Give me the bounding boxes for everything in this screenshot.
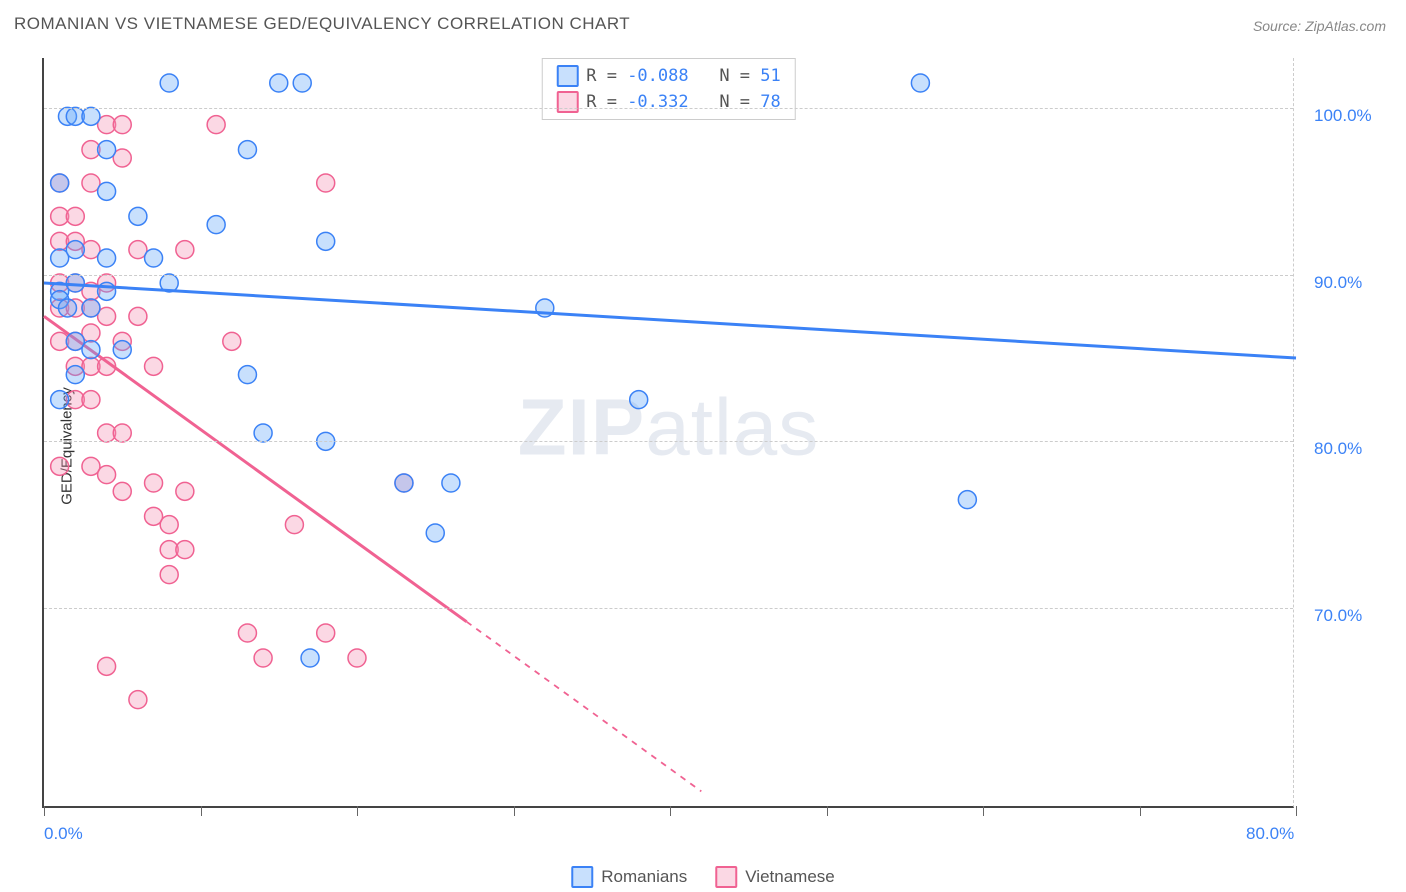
data-point-vietnamese — [176, 482, 194, 500]
data-point-vietnamese — [176, 241, 194, 259]
y-tick-label: 70.0% — [1314, 606, 1362, 626]
data-point-romanians — [270, 74, 288, 92]
data-point-vietnamese — [348, 649, 366, 667]
plot-area: ZIPatlas R = -0.088 N = 51R = -0.332 N =… — [42, 58, 1294, 808]
x-tick-label: 80.0% — [1246, 824, 1294, 844]
data-point-romanians — [293, 74, 311, 92]
x-tick-label: 0.0% — [44, 824, 83, 844]
gridline — [44, 108, 1293, 109]
data-point-romanians — [98, 249, 116, 267]
chart-container: ROMANIAN VS VIETNAMESE GED/EQUIVALENCY C… — [0, 0, 1406, 892]
data-point-romanians — [82, 299, 100, 317]
gridline — [44, 608, 1293, 609]
data-point-romanians — [238, 141, 256, 159]
chart-title: ROMANIAN VS VIETNAMESE GED/EQUIVALENCY C… — [14, 14, 630, 34]
data-point-romanians — [317, 232, 335, 250]
legend-item-romanians: Romanians — [571, 866, 687, 888]
data-point-vietnamese — [160, 516, 178, 534]
data-point-romanians — [911, 74, 929, 92]
data-point-vietnamese — [176, 541, 194, 559]
data-point-romanians — [129, 207, 147, 225]
stats-row-romanians: R = -0.088 N = 51 — [556, 65, 781, 87]
data-point-vietnamese — [160, 566, 178, 584]
data-point-romanians — [160, 74, 178, 92]
data-point-romanians — [113, 341, 131, 359]
data-point-vietnamese — [223, 332, 241, 350]
data-point-romanians — [82, 341, 100, 359]
x-tick — [983, 806, 984, 816]
data-point-vietnamese — [129, 307, 147, 325]
data-point-vietnamese — [207, 116, 225, 134]
x-tick — [827, 806, 828, 816]
series-legend: Romanians Vietnamese — [571, 866, 834, 888]
swatch-romanians — [556, 65, 578, 87]
data-point-vietnamese — [113, 424, 131, 442]
data-point-romanians — [442, 474, 460, 492]
data-point-romanians — [66, 366, 84, 384]
legend-label-vietnamese: Vietnamese — [745, 867, 834, 887]
data-point-vietnamese — [98, 466, 116, 484]
data-point-vietnamese — [285, 516, 303, 534]
data-point-vietnamese — [51, 457, 69, 475]
data-point-vietnamese — [317, 624, 335, 642]
data-point-vietnamese — [82, 391, 100, 409]
data-point-vietnamese — [238, 624, 256, 642]
data-point-vietnamese — [113, 482, 131, 500]
data-point-romanians — [238, 366, 256, 384]
data-point-romanians — [426, 524, 444, 542]
data-point-vietnamese — [145, 474, 163, 492]
data-point-vietnamese — [98, 657, 116, 675]
data-point-vietnamese — [145, 357, 163, 375]
data-point-romanians — [98, 182, 116, 200]
trend-line-dashed-vietnamese — [467, 622, 702, 792]
data-point-romanians — [98, 141, 116, 159]
plot-svg — [44, 58, 1293, 806]
data-point-vietnamese — [129, 691, 147, 709]
x-tick — [1140, 806, 1141, 816]
data-point-romanians — [395, 474, 413, 492]
data-point-romanians — [301, 649, 319, 667]
data-point-vietnamese — [113, 116, 131, 134]
stats-text-romanians: R = -0.088 N = 51 — [586, 66, 781, 86]
x-tick — [201, 806, 202, 816]
x-tick — [514, 806, 515, 816]
gridline — [44, 441, 1293, 442]
legend-label-romanians: Romanians — [601, 867, 687, 887]
x-tick — [44, 806, 45, 816]
data-point-romanians — [207, 216, 225, 234]
data-point-vietnamese — [254, 649, 272, 667]
data-point-vietnamese — [66, 207, 84, 225]
data-point-romanians — [145, 249, 163, 267]
data-point-romanians — [630, 391, 648, 409]
stats-row-vietnamese: R = -0.332 N = 78 — [556, 91, 781, 113]
x-tick — [1296, 806, 1297, 816]
data-point-romanians — [51, 391, 69, 409]
swatch-romanians — [571, 866, 593, 888]
data-point-romanians — [254, 424, 272, 442]
swatch-vietnamese — [556, 91, 578, 113]
stats-legend: R = -0.088 N = 51 R = -0.332 N = 78 — [541, 58, 796, 120]
data-point-romanians — [958, 491, 976, 509]
x-tick — [357, 806, 358, 816]
gridline — [44, 275, 1293, 276]
swatch-vietnamese — [715, 866, 737, 888]
data-point-romanians — [66, 241, 84, 259]
legend-item-vietnamese: Vietnamese — [715, 866, 834, 888]
data-point-vietnamese — [317, 174, 335, 192]
stats-text-vietnamese: R = -0.332 N = 78 — [586, 92, 781, 112]
data-point-romanians — [58, 299, 76, 317]
x-tick — [670, 806, 671, 816]
data-point-romanians — [51, 174, 69, 192]
y-tick-label: 80.0% — [1314, 439, 1362, 459]
y-tick-label: 100.0% — [1314, 106, 1372, 126]
y-tick-label: 90.0% — [1314, 273, 1362, 293]
data-point-romanians — [82, 107, 100, 125]
source-label: Source: ZipAtlas.com — [1253, 18, 1386, 34]
